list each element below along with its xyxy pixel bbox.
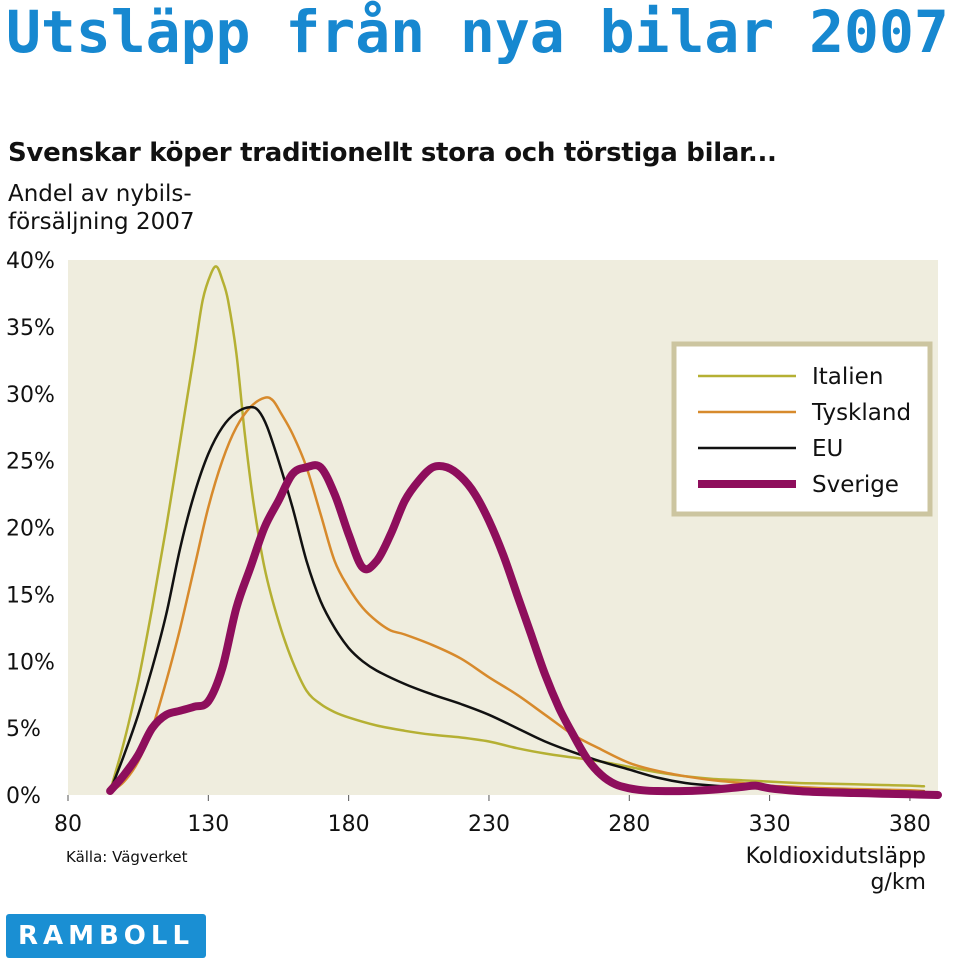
y-tick-label: 15% bbox=[6, 583, 55, 608]
legend-label-italien: Italien bbox=[812, 364, 883, 390]
y-tick-label: 10% bbox=[6, 650, 55, 675]
y-axis-label-line-2: försäljning 2007 bbox=[8, 209, 195, 235]
y-tick-label: 40% bbox=[6, 249, 55, 274]
source-note: Källa: Vägverket bbox=[66, 848, 188, 866]
plot-background bbox=[68, 260, 938, 795]
legend-label-tyskland: Tyskland bbox=[811, 400, 911, 426]
x-tick-labels: 80 130 180 230 280 330 380 bbox=[54, 795, 931, 837]
chart-subtitle: Svenskar köper traditionellt stora och t… bbox=[8, 138, 777, 168]
y-tick-label: 0% bbox=[6, 784, 41, 809]
x-axis-label-line-1: Koldioxidutsläpp bbox=[746, 844, 926, 869]
x-tick-label: 230 bbox=[468, 812, 510, 837]
series-line-sverige bbox=[106, 461, 942, 799]
x-tick-label: 280 bbox=[608, 812, 650, 837]
y-axis-label: Andel av nybils- försäljning 2007 bbox=[8, 180, 248, 236]
x-tick-label: 330 bbox=[749, 812, 791, 837]
x-tick-label: 380 bbox=[889, 812, 931, 837]
series-lines bbox=[106, 265, 942, 799]
x-tick-label: 80 bbox=[54, 812, 82, 837]
x-tick-label: 130 bbox=[187, 812, 229, 837]
y-tick-labels: 0% 5% 10% 15% 20% 25% 30% 35% 40% bbox=[6, 249, 55, 809]
ramboll-logo: RAMBOLL bbox=[6, 914, 206, 958]
series-line-italien bbox=[108, 265, 926, 793]
legend-label-sverige: Sverige bbox=[812, 472, 899, 498]
x-axis-label-line-2: g/km bbox=[870, 870, 926, 895]
y-tick-label: 20% bbox=[6, 517, 55, 542]
legend-label-eu: EU bbox=[812, 436, 843, 462]
page-title: Utsläpp från nya bilar 2007 bbox=[6, 0, 949, 66]
y-tick-label: 35% bbox=[6, 316, 55, 341]
y-axis-label-line-1: Andel av nybils- bbox=[8, 181, 192, 207]
y-tick-label: 25% bbox=[6, 450, 55, 475]
legend: Italien Tyskland EU Sverige bbox=[671, 341, 933, 517]
x-tick-label: 180 bbox=[328, 812, 370, 837]
logo-text: RAMBOLL bbox=[17, 921, 195, 951]
y-tick-label: 5% bbox=[6, 717, 41, 742]
y-tick-label: 30% bbox=[6, 383, 55, 408]
